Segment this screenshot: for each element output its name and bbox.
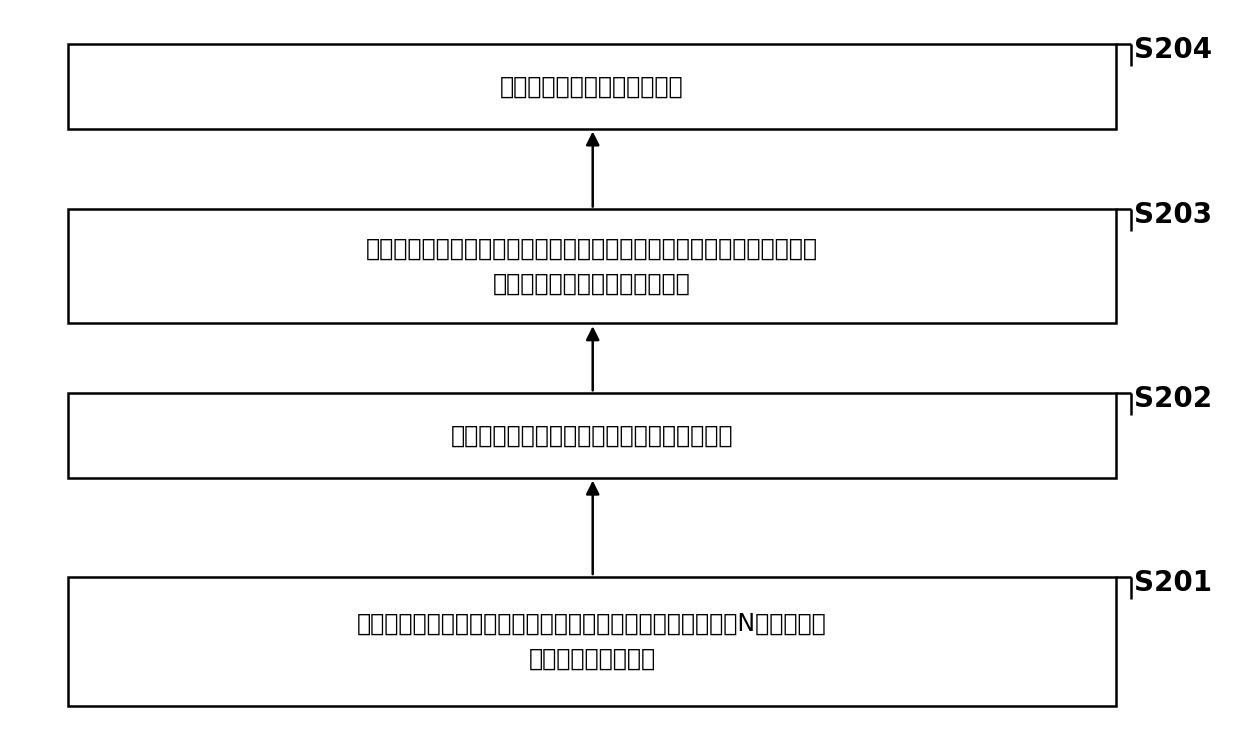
- Bar: [68, 577, 1116, 706]
- Text: 自动生成一组抗体组合突变的三维结构数据库: 自动生成一组抗体组合突变的三维结构数据库: [451, 423, 733, 448]
- Text: 以用户指定的抗体抗原复合物结构为设计框架，选择抗体表面N个特定的设
计位点进行组合突变: 以用户指定的抗体抗原复合物结构为设计框架，选择抗体表面N个特定的设 计位点进行组…: [357, 612, 827, 671]
- Text: S204: S204: [1135, 36, 1213, 64]
- Bar: [68, 44, 1116, 129]
- Bar: [68, 393, 1116, 478]
- Text: S203: S203: [1135, 201, 1213, 229]
- Text: S201: S201: [1135, 569, 1211, 597]
- Text: 利用反向对接方法，以及抗体与抗原相互作用的结合自由能函数的评估方
法，筛选出优秀的组合突变抗体: 利用反向对接方法，以及抗体与抗原相互作用的结合自由能函数的评估方 法，筛选出优秀…: [366, 237, 818, 296]
- Text: 确定抗体组合突变的进化方向: 确定抗体组合突变的进化方向: [500, 74, 684, 98]
- Text: S202: S202: [1135, 385, 1213, 413]
- Bar: [68, 209, 1116, 323]
